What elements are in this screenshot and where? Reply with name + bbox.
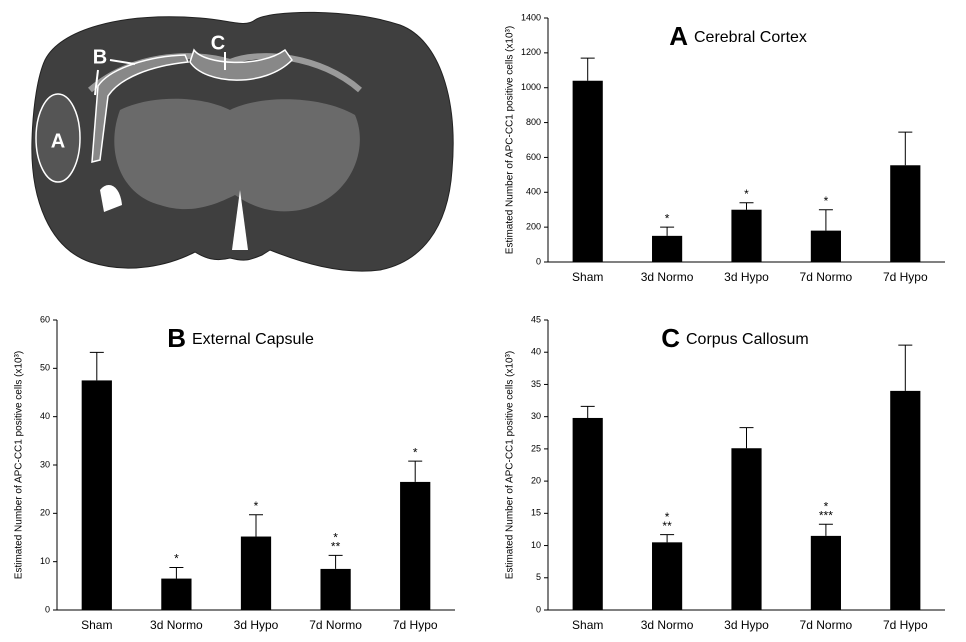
significance-mark: * bbox=[824, 194, 829, 208]
y-tick-label: 0 bbox=[45, 604, 50, 614]
bar bbox=[400, 482, 430, 610]
error-bar bbox=[660, 227, 674, 236]
x-tick-label: 3d Normo bbox=[641, 270, 694, 284]
y-tick-label: 50 bbox=[40, 363, 50, 373]
bar bbox=[890, 165, 920, 262]
image-label: B bbox=[93, 46, 107, 68]
x-tick-label: Sham bbox=[81, 618, 112, 632]
y-tick-label: 30 bbox=[531, 411, 541, 421]
x-tick-label: 7d Hypo bbox=[883, 270, 928, 284]
bar bbox=[652, 236, 682, 262]
y-axis-label: Estimated Number of APC-CC1 positive cel… bbox=[505, 26, 516, 254]
y-tick-label: 10 bbox=[40, 556, 50, 566]
panel-letter: C bbox=[661, 323, 680, 353]
brain-core bbox=[114, 99, 360, 212]
y-tick-label: 0 bbox=[536, 256, 541, 266]
error-bar bbox=[408, 461, 422, 482]
x-tick-label: 7d Normo bbox=[800, 618, 853, 632]
x-tick-label: 3d Hypo bbox=[724, 270, 769, 284]
x-tick-label: 3d Normo bbox=[641, 618, 694, 632]
bar bbox=[161, 579, 191, 610]
bar bbox=[890, 391, 920, 610]
bar bbox=[731, 210, 761, 262]
panel-letter: A bbox=[669, 21, 688, 51]
x-tick-label: Sham bbox=[572, 270, 603, 284]
x-tick-label: 3d Hypo bbox=[234, 618, 279, 632]
y-tick-label: 45 bbox=[531, 314, 541, 324]
image-label: C bbox=[211, 32, 225, 54]
error-bar bbox=[581, 58, 595, 81]
error-bar bbox=[819, 210, 833, 231]
y-tick-label: 600 bbox=[526, 152, 541, 162]
chart-title: External Capsule bbox=[192, 331, 314, 348]
bar bbox=[652, 542, 682, 610]
y-tick-label: 1000 bbox=[521, 82, 541, 92]
significance-mark: *** bbox=[819, 508, 833, 522]
significance-mark: * bbox=[174, 552, 179, 566]
y-tick-label: 40 bbox=[40, 411, 50, 421]
bar bbox=[573, 81, 603, 262]
image-label: A bbox=[51, 130, 65, 152]
chart-title: Corpus Callosum bbox=[686, 331, 809, 348]
y-tick-label: 400 bbox=[526, 187, 541, 197]
y-tick-label: 40 bbox=[531, 347, 541, 357]
y-axis-label: Estimated Number of APC-CC1 positive cel… bbox=[14, 351, 25, 579]
bar bbox=[320, 569, 350, 610]
error-bar bbox=[90, 352, 104, 380]
error-bar bbox=[660, 535, 674, 543]
x-tick-label: 3d Normo bbox=[150, 618, 203, 632]
x-tick-label: 7d Hypo bbox=[883, 618, 928, 632]
error-bar bbox=[740, 203, 754, 210]
error-bar bbox=[740, 428, 754, 449]
y-tick-label: 800 bbox=[526, 117, 541, 127]
error-bar bbox=[169, 567, 183, 578]
y-tick-label: 30 bbox=[40, 459, 50, 469]
y-tick-label: 15 bbox=[531, 508, 541, 518]
significance-mark: * bbox=[413, 445, 418, 459]
y-tick-label: 1200 bbox=[521, 47, 541, 57]
y-tick-label: 25 bbox=[531, 443, 541, 453]
y-tick-label: 20 bbox=[40, 508, 50, 518]
significance-mark: * bbox=[254, 499, 259, 513]
x-tick-label: 7d Hypo bbox=[393, 618, 438, 632]
error-bar bbox=[249, 515, 263, 537]
error-bar bbox=[819, 524, 833, 536]
y-tick-label: 5 bbox=[536, 572, 541, 582]
significance-mark: ** bbox=[331, 540, 341, 554]
error-bar bbox=[898, 132, 912, 165]
y-tick-label: 35 bbox=[531, 379, 541, 389]
y-tick-label: 1400 bbox=[521, 12, 541, 22]
bar bbox=[241, 537, 271, 610]
figure: A B C 0200400600800100012001400Estimated… bbox=[0, 0, 966, 637]
significance-mark: * bbox=[744, 187, 749, 201]
y-axis-label: Estimated Number of APC-CC1 positive cel… bbox=[505, 351, 516, 579]
panel-letter: B bbox=[167, 323, 186, 353]
x-tick-label: 3d Hypo bbox=[724, 618, 769, 632]
y-tick-label: 0 bbox=[536, 604, 541, 614]
significance-mark: * bbox=[665, 211, 670, 225]
x-tick-label: Sham bbox=[572, 618, 603, 632]
x-tick-label: 7d Normo bbox=[309, 618, 362, 632]
y-tick-label: 10 bbox=[531, 540, 541, 550]
y-tick-label: 20 bbox=[531, 475, 541, 485]
y-tick-label: 60 bbox=[40, 314, 50, 324]
bar bbox=[573, 418, 603, 610]
bar bbox=[731, 448, 761, 610]
error-bar bbox=[898, 345, 912, 391]
significance-mark: ** bbox=[662, 519, 672, 533]
y-tick-label: 200 bbox=[526, 222, 541, 232]
x-tick-label: 7d Normo bbox=[800, 270, 853, 284]
bar bbox=[811, 536, 841, 610]
error-bar bbox=[329, 555, 343, 569]
brain-section: A B C bbox=[32, 12, 453, 271]
bar bbox=[82, 380, 112, 610]
bar bbox=[811, 231, 841, 262]
error-bar bbox=[581, 406, 595, 418]
chart-title: Cerebral Cortex bbox=[694, 29, 807, 46]
